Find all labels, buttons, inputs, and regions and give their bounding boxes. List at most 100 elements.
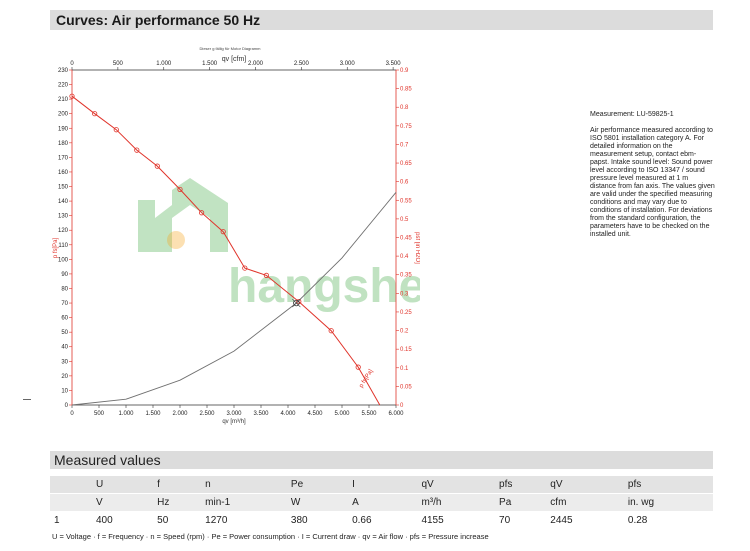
unit-cell: A (348, 493, 418, 512)
header-qv-cfm: qV (546, 476, 624, 494)
y-tick-label: 60 (61, 316, 68, 322)
header-i: I (348, 476, 418, 494)
top-tick-label: 3.500 (386, 61, 402, 67)
value-cell: 400 (92, 511, 154, 530)
y-tick-label: 130 (58, 214, 69, 220)
table-cell (50, 476, 92, 494)
pressure-point (199, 210, 205, 216)
y-tick-label: 0 (65, 403, 69, 409)
unit-cell: Pa (495, 493, 547, 512)
unit-cell: cfm (546, 493, 624, 512)
unit-cell: W (286, 493, 349, 512)
unit-cell: Hz (153, 493, 202, 512)
y2-tick-label: 0.65 (400, 161, 412, 167)
measurement-description: Air performance measured according to IS… (590, 127, 715, 238)
header-pfs: pfs (495, 476, 547, 494)
y-tick-label: 90 (61, 272, 68, 278)
y-tick-label: 120 (58, 228, 69, 234)
x-tick-label: 2.000 (172, 411, 188, 417)
x-tick-label: 5.000 (334, 411, 350, 417)
x-tick-label: 4.500 (307, 411, 323, 417)
row-index: 1 (50, 511, 92, 530)
value-cell: 50 (153, 511, 202, 530)
air-performance-chart: hangsheng 05001.0001.5002.0002.5003.0003… (53, 46, 420, 425)
top-tick-label: 3.000 (340, 61, 356, 67)
y2-tick-label: 0.1 (400, 366, 409, 372)
y2-tick-label: 0.5 (400, 217, 409, 223)
left-axis-label: p fs[Pa] (53, 237, 59, 258)
pressure-point (177, 186, 183, 193)
unit-cell: m³/h (417, 493, 496, 512)
y2-tick-label: 0.55 (400, 198, 412, 204)
pressure-point (134, 147, 140, 153)
y2-tick-label: 0.3 (400, 291, 409, 297)
top-axis-label: qv [cfm] (222, 56, 247, 63)
top-tick-label: 2.500 (294, 61, 310, 67)
pressure-point (220, 229, 226, 235)
y2-tick-label: 0.75 (400, 124, 412, 130)
unit-cell: V (92, 493, 154, 512)
x-tick-label: 500 (94, 411, 105, 417)
y-tick-label: 220 (58, 83, 69, 89)
x-tick-label: 2.500 (199, 411, 215, 417)
measured-values-bar: Measured values (50, 451, 713, 469)
x-tick-label: 3.000 (226, 411, 242, 417)
table-row: 1 400 50 1270 380 0.66 4155 70 2445 0.28 (50, 511, 713, 530)
right-axis-label: psf [in H2O] (414, 232, 420, 264)
top-tick-label: 2.000 (248, 61, 264, 67)
page-title-bar: Curves: Air performance 50 Hz (50, 10, 713, 30)
header-f: f (153, 476, 202, 494)
y-tick-label: 210 (58, 97, 69, 103)
y-tick-label: 10 (61, 388, 68, 394)
value-cell: 0.66 (348, 511, 418, 530)
y-tick-label: 50 (61, 330, 68, 336)
y-tick-label: 30 (61, 359, 68, 365)
measured-values-title: Measured values (54, 452, 161, 468)
y2-tick-label: 0 (400, 403, 404, 409)
top-tick-label: 500 (113, 61, 124, 67)
y2-tick-label: 0.15 (400, 347, 412, 353)
chart-axes: 0 500 1.000 1.500 2.000 2.500 3.000 3.500 4.000 4… (58, 61, 412, 417)
y2-tick-label: 0.9 (400, 68, 409, 74)
pressure-point (113, 127, 119, 133)
top-tick-label: 1.000 (156, 61, 172, 67)
x-tick-label: 0 (70, 411, 74, 417)
y2-tick-label: 0.4 (400, 254, 409, 260)
y-tick-label: 190 (58, 126, 69, 132)
chart-curves (69, 93, 397, 406)
value-cell: 0.28 (623, 511, 713, 530)
header-u: U (92, 476, 154, 494)
x-tick-label: 6.000 (388, 411, 404, 417)
y2-tick-label: 0.6 (400, 180, 409, 186)
y-tick-label: 200 (58, 112, 69, 118)
pressure-point (154, 163, 160, 169)
measured-values-table: U f n Pe I qV pfs qV pfs V Hz min-1 W A … (50, 476, 713, 530)
x-tick-label: 1.000 (118, 411, 134, 417)
y2-tick-label: 0.25 (400, 310, 412, 316)
watermark-logo (138, 178, 228, 252)
pressure-point (69, 93, 75, 99)
top-tick-label: 0 (70, 61, 74, 67)
y2-tick-label: 0.7 (400, 142, 409, 148)
value-cell: 1270 (201, 511, 287, 530)
x-tick-label: 3.500 (253, 411, 269, 417)
table-header-row: U f n Pe I qV pfs qV pfs (50, 476, 713, 494)
y-tick-label: 100 (58, 257, 69, 263)
value-cell: 2445 (546, 511, 624, 530)
unit-cell: min-1 (201, 493, 287, 512)
header-pfs-inwg: pfs (623, 476, 713, 494)
pressure-point (92, 111, 98, 117)
y-tick-label: 70 (61, 301, 68, 307)
y-tick-label: 110 (58, 243, 68, 249)
y-tick-label: 180 (58, 141, 69, 147)
y-tick-label: 170 (58, 155, 69, 161)
bottom-axis-label: qv [m³/h] (222, 419, 246, 425)
header-n: n (201, 476, 287, 494)
operating-point (293, 299, 300, 307)
pressure-point (328, 328, 334, 334)
pressure-point (242, 265, 248, 271)
y-tick-label: 160 (58, 170, 69, 176)
page-title: Curves: Air performance 50 Hz (56, 12, 261, 28)
pressure-curve (71, 95, 381, 406)
watermark-text: hangsheng (228, 260, 420, 313)
